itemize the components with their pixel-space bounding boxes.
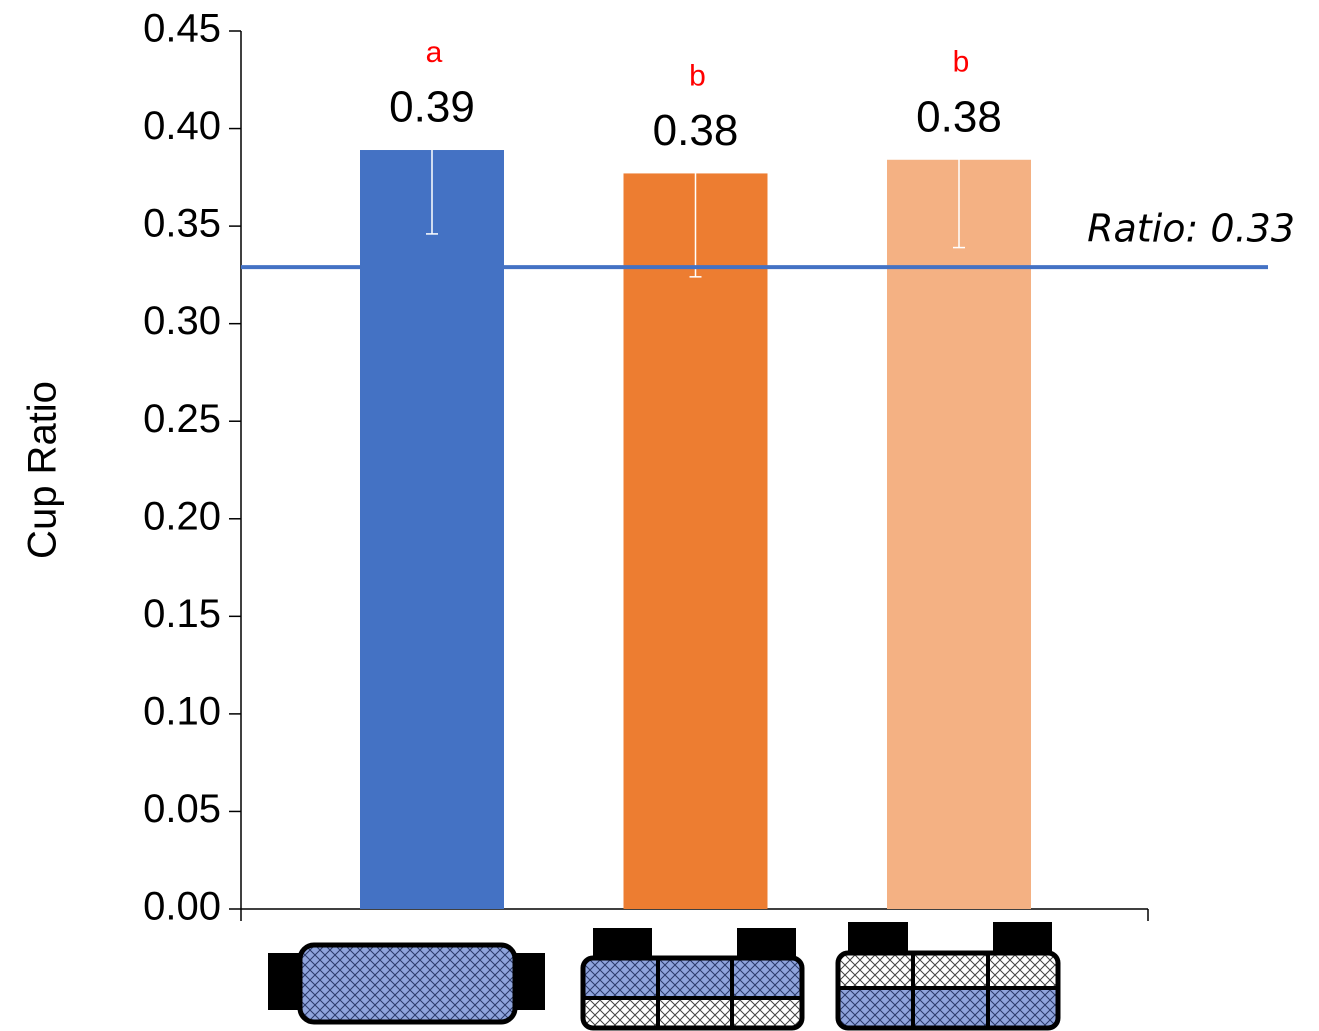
significance-label: b	[953, 46, 970, 79]
y-tick-label: 0.25	[143, 397, 221, 441]
bar	[624, 173, 768, 909]
value-label: 0.39	[389, 83, 475, 132]
reference-label: Ratio: 0.33	[1087, 207, 1295, 251]
y-tick-label: 0.00	[143, 885, 221, 929]
icon-2	[583, 928, 802, 1028]
significance-label: a	[426, 36, 443, 69]
y-tick-label: 0.30	[143, 299, 221, 343]
y-axis-title: Cup Ratio	[21, 381, 65, 559]
bar	[360, 150, 504, 909]
chart: Cup Ratio 0.00 0.05 0.10 0.15 0.20 0.25 0.30 0.…	[0, 0, 1319, 1031]
y-tick-label: 0.05	[143, 787, 221, 831]
icons	[268, 922, 1058, 1028]
y-tick-label: 0.35	[143, 202, 221, 246]
y-tick-label: 0.15	[143, 592, 221, 636]
significance-label: b	[689, 59, 706, 92]
value-label: 0.38	[653, 106, 739, 155]
y-tick-label: 0.40	[143, 104, 221, 148]
y-tick-label: 0.20	[143, 494, 221, 538]
value-label: 0.38	[916, 92, 1002, 141]
y-tick-label: 0.45	[143, 7, 221, 51]
icon-1	[268, 945, 545, 1022]
bar	[887, 160, 1031, 909]
y-tick-label: 0.10	[143, 689, 221, 733]
icon-3	[838, 922, 1058, 1028]
